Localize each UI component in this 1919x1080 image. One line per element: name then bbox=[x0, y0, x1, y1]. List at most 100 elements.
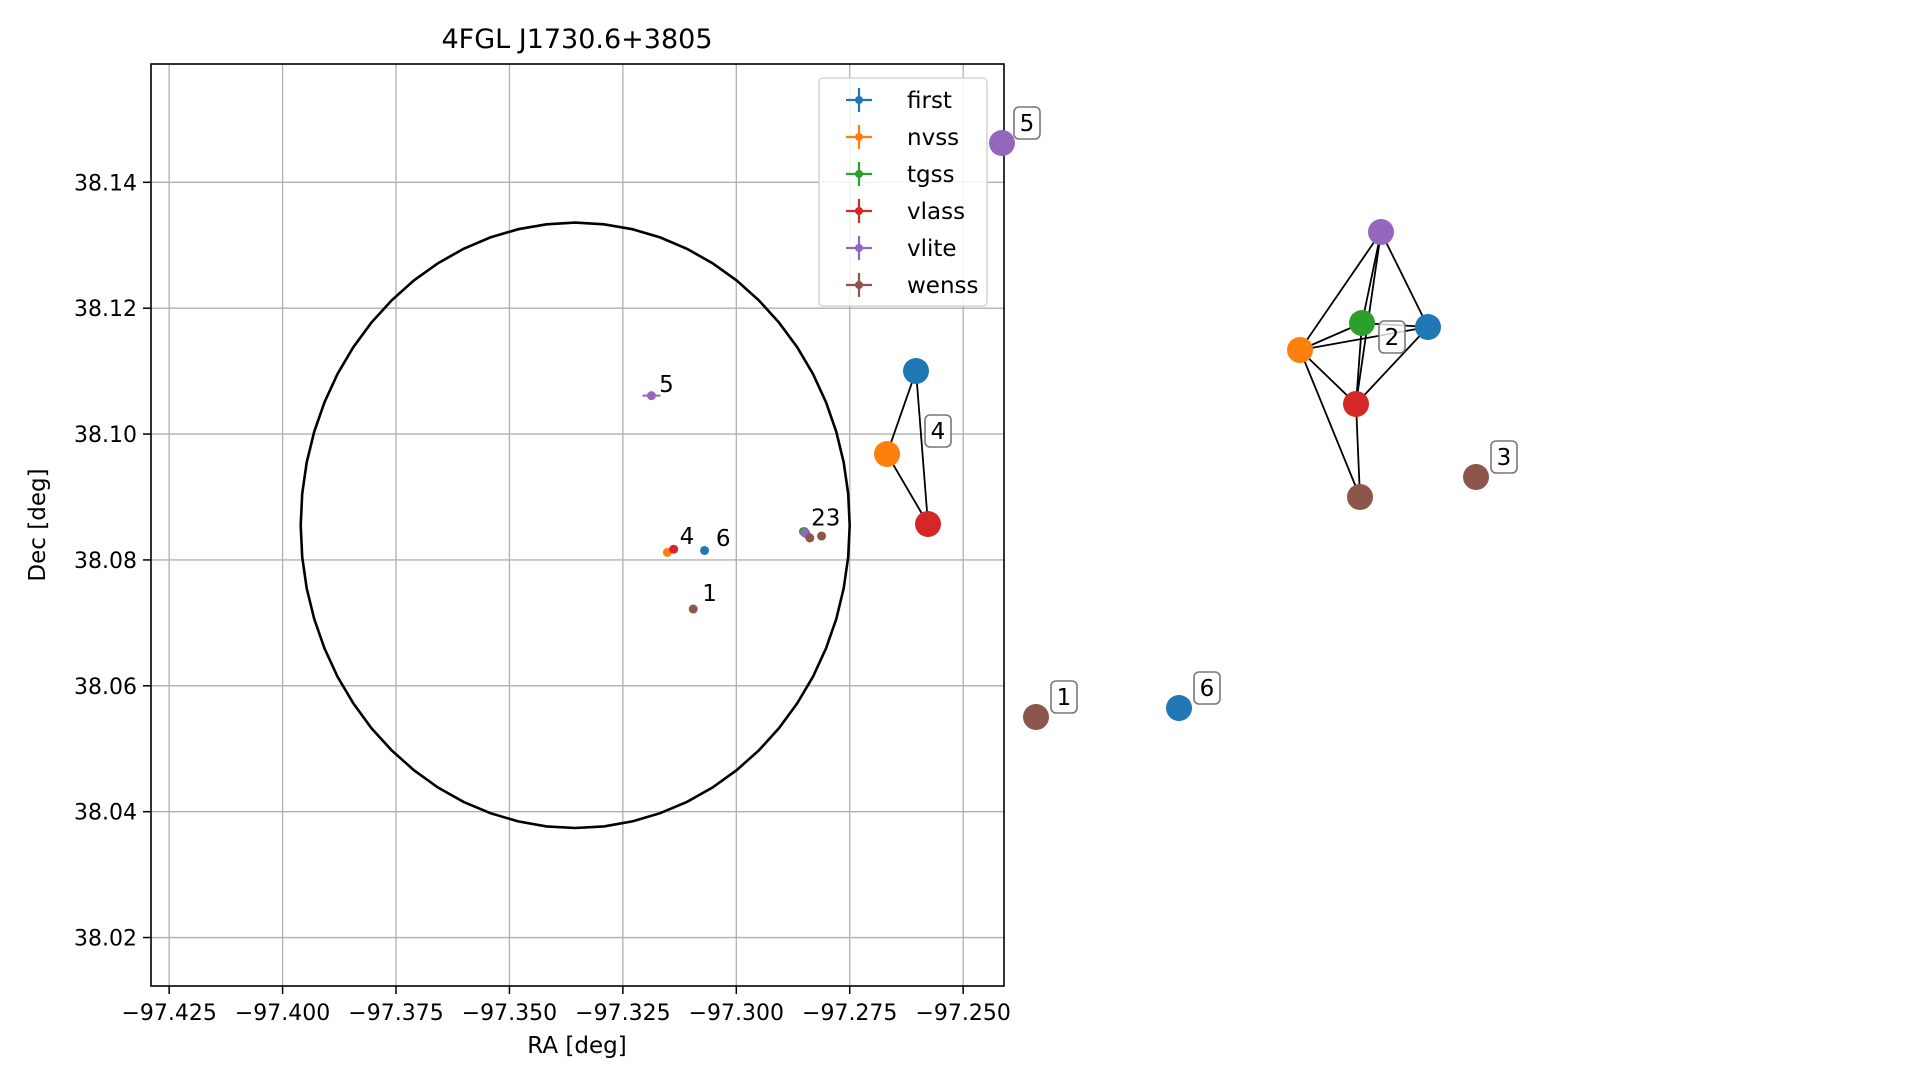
x-tick-label: −97.325 bbox=[575, 1001, 670, 1026]
vlite-node bbox=[989, 130, 1015, 156]
graph-nodes bbox=[874, 130, 1489, 730]
legend-item-first: first bbox=[846, 88, 952, 114]
group-label-text: 5 bbox=[1020, 111, 1035, 137]
vlite-node bbox=[1368, 219, 1394, 245]
graph-edge bbox=[1355, 322, 1363, 405]
legend-marker-dot bbox=[855, 207, 863, 215]
legend: first nvss tgss vlass vlite wenss bbox=[818, 77, 988, 307]
nvss-node bbox=[1287, 337, 1313, 363]
y-tick-label: 38.06 bbox=[74, 675, 137, 700]
graph-edge bbox=[1299, 326, 1429, 351]
graph-edge bbox=[1355, 403, 1361, 498]
graph-edge bbox=[886, 370, 917, 455]
x-tick-label: −97.400 bbox=[235, 1001, 330, 1026]
nvss-node bbox=[874, 441, 900, 467]
point-label: 4 bbox=[680, 524, 695, 550]
localization-circle bbox=[299, 221, 851, 830]
legend-label: wenss bbox=[907, 273, 979, 299]
graph-labels: 5 4 2 3 1 6 bbox=[924, 106, 1518, 714]
graph-edge bbox=[886, 453, 929, 525]
legend-label: vlass bbox=[907, 199, 965, 225]
point-label: 6 bbox=[716, 526, 731, 552]
y-axis-label: Dec [deg] bbox=[25, 468, 51, 581]
graph-edge bbox=[1355, 326, 1429, 405]
wenss-point bbox=[817, 531, 827, 541]
vlass-point bbox=[669, 544, 679, 554]
group-label-text: 1 bbox=[1057, 685, 1072, 711]
wenss-node bbox=[1347, 484, 1373, 510]
legend-item-vlass: vlass bbox=[846, 199, 965, 225]
x-axis: −97.425 −97.400 −97.375 −97.350 −97.325 −97.3… bbox=[121, 986, 1011, 1026]
x-tick-label: −97.250 bbox=[915, 1001, 1010, 1026]
legend-marker-dot bbox=[855, 244, 863, 252]
y-tick-label: 38.02 bbox=[74, 927, 137, 952]
legend-label: tgss bbox=[907, 162, 955, 188]
group-label: 3 bbox=[1490, 440, 1518, 474]
group-label-text: 2 bbox=[1385, 325, 1400, 351]
first-node bbox=[1415, 314, 1441, 340]
wenss-point bbox=[805, 533, 815, 543]
graph-edge bbox=[915, 370, 929, 525]
legend-label: vlite bbox=[907, 236, 957, 262]
group-label-box bbox=[1193, 671, 1221, 705]
legend-marker-dot bbox=[855, 133, 863, 141]
x-tick-label: −97.375 bbox=[348, 1001, 443, 1026]
vlass-node bbox=[915, 511, 941, 537]
point-label: 5 bbox=[659, 372, 674, 398]
legend-marker-dot bbox=[855, 96, 863, 104]
legend-marker-dot bbox=[855, 281, 863, 289]
group-label-box bbox=[1378, 320, 1406, 354]
graph-edge bbox=[1380, 231, 1429, 328]
association-graph: 5 4 2 3 1 6 bbox=[874, 106, 1518, 730]
group-label-box bbox=[1013, 106, 1041, 140]
x-tick-label: −97.425 bbox=[121, 1001, 216, 1026]
legend-label: first bbox=[907, 88, 952, 114]
graph-edge bbox=[1299, 231, 1382, 351]
legend-item-vlite: vlite bbox=[846, 236, 957, 262]
wenss-node bbox=[1023, 704, 1049, 730]
legend-marker-dot bbox=[855, 170, 863, 178]
first-node bbox=[903, 358, 929, 384]
grid bbox=[151, 64, 1004, 986]
y-axis: 38.02 38.04 38.06 38.08 38.10 38.12 38.14 bbox=[74, 171, 151, 952]
vlite-point bbox=[646, 391, 656, 401]
legend-item-nvss: nvss bbox=[846, 125, 959, 151]
data-points bbox=[642, 391, 827, 614]
first-point bbox=[700, 545, 710, 555]
y-tick-label: 38.04 bbox=[74, 801, 137, 826]
point-labels: 5 4 6 23 1 bbox=[659, 372, 840, 607]
point-label: 23 bbox=[811, 505, 840, 531]
wenss-node bbox=[1463, 464, 1489, 490]
group-label: 1 bbox=[1050, 680, 1078, 714]
first-node bbox=[1166, 695, 1192, 721]
group-label-box bbox=[1050, 680, 1078, 714]
group-label-text: 4 bbox=[931, 419, 946, 445]
group-label-box bbox=[924, 414, 952, 448]
tgss-node bbox=[1349, 310, 1375, 336]
graph-edge bbox=[1299, 349, 1361, 498]
plot-frame bbox=[150, 63, 1005, 987]
legend-box bbox=[818, 77, 988, 307]
x-tick-label: −97.300 bbox=[689, 1001, 784, 1026]
point-label: 1 bbox=[702, 581, 717, 607]
legend-item-tgss: tgss bbox=[846, 162, 955, 188]
y-tick-label: 38.08 bbox=[74, 549, 137, 574]
group-label: 5 bbox=[1013, 106, 1041, 140]
group-label-text: 6 bbox=[1200, 676, 1215, 702]
x-tick-label: −97.275 bbox=[802, 1001, 897, 1026]
graph-edge bbox=[1361, 231, 1382, 324]
y-tick-label: 38.14 bbox=[74, 171, 137, 196]
y-tick-label: 38.12 bbox=[74, 297, 137, 322]
group-label-box bbox=[1490, 440, 1518, 474]
chart-title: 4FGL J1730.6+3805 bbox=[441, 24, 712, 55]
group-label: 2 bbox=[1378, 320, 1406, 354]
group-label: 4 bbox=[924, 414, 952, 448]
legend-item-wenss: wenss bbox=[846, 273, 979, 299]
vlass-node bbox=[1343, 391, 1369, 417]
group-label: 6 bbox=[1193, 671, 1221, 705]
x-tick-label: −97.350 bbox=[462, 1001, 557, 1026]
group-label-text: 3 bbox=[1497, 445, 1512, 471]
y-tick-label: 38.10 bbox=[74, 423, 137, 448]
